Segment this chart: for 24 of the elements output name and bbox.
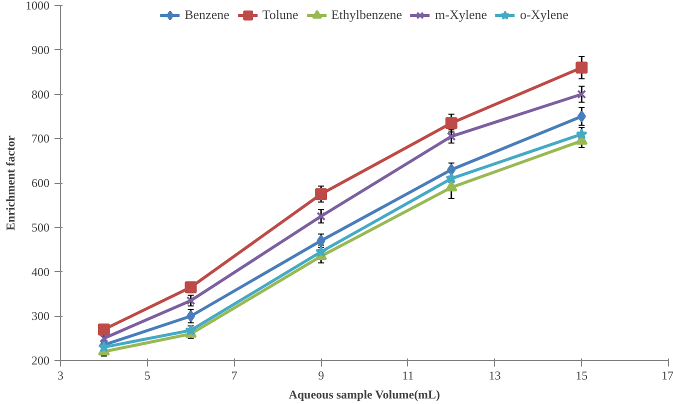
x-tick-label: 13 [488, 368, 501, 382]
y-tick-label: 700 [32, 132, 50, 146]
y-tick-label: 500 [32, 220, 50, 234]
x-tick-label: 9 [318, 368, 324, 382]
x-tick-label: 11 [402, 368, 414, 382]
y-tick-label: 400 [32, 264, 50, 279]
y-tick-label: 1000 [26, 0, 50, 12]
y-tick-label: 800 [32, 87, 50, 102]
legend-label: o-Xylene [520, 7, 568, 23]
x-tick-label: 17 [662, 368, 673, 382]
x-tick-label: 7 [231, 368, 238, 382]
legend-label: Tolune [262, 7, 298, 23]
legend-label: Benzene [184, 7, 230, 23]
y-tick-label: 600 [32, 176, 50, 190]
y-tick-label: 200 [32, 354, 50, 368]
y-tick-label: 900 [32, 42, 50, 57]
legend-label: Ethylbenzene [331, 7, 402, 23]
y-axis-title: Enrichment factor [4, 134, 18, 230]
x-tick-label: 3 [58, 368, 64, 382]
x-tick-label: 15 [576, 368, 588, 382]
x-tick-label: 5 [144, 368, 150, 382]
legend-label: m-Xylene [435, 7, 488, 23]
x-axis-title: Aqueous sample Volume(mL) [288, 388, 440, 402]
y-tick-label: 300 [32, 309, 50, 324]
